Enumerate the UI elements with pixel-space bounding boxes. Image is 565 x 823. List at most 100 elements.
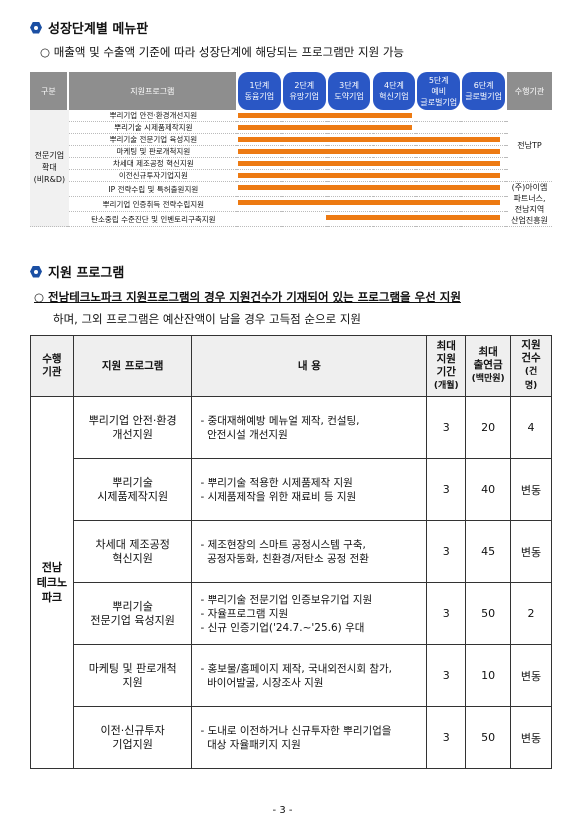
program-row: 뿌리기술 시제품제작지원 - 뿌리기술 적용한 시제품제작 지원 - 시제품제작을 위… (31, 458, 552, 521)
program-period: 3 (426, 644, 467, 707)
program-row: 뿌리기술 전문기업 육성지원 - 뿌리기술 전문기업 인증보유기업 지원 - 자율프로… (31, 582, 552, 645)
stage-row-bars (237, 133, 508, 146)
program-name: 뿌리기술 전문기업 육성지원 (72, 582, 193, 645)
stage-header-6: 6단계 글로벌기업 (462, 72, 505, 110)
stage-header-5: 5단계 예비 글로벌기업 (417, 72, 461, 110)
program-header-org: 수행 기관 (30, 335, 74, 397)
section2-title-text: 지원 프로그램 (48, 266, 125, 281)
program-name: 마케팅 및 판로개척 지원 (72, 644, 193, 707)
stage-header-category: 구분 (30, 72, 67, 110)
stage-row: 마케팅 및 판로개척지원 (30, 145, 552, 158)
program-count: 변동 (510, 520, 552, 583)
program-name: 뿌리기술 시제품제작지원 (72, 458, 193, 521)
program-amount: 20 (465, 396, 512, 459)
stage-row-bars (237, 169, 508, 182)
program-amount: 40 (465, 458, 512, 521)
stage-row-bars (237, 157, 508, 170)
stage-header-2: 2단계 유망기업 (282, 72, 326, 110)
stage-table: 구분 지원프로그램 1단계 동윰기업 2단계 유망기업 3단계 도약기업 4단계 혁신기… (30, 72, 552, 227)
program-amount: 45 (465, 520, 512, 583)
program-header-amount: 최대 출연금 (백만원) (465, 335, 512, 397)
stage-range-bar (237, 125, 412, 130)
stage-range-bar (325, 215, 500, 220)
program-period: 3 (426, 520, 467, 583)
stage-row-program: 차세대 제조공정 혁신지원 (68, 157, 238, 170)
stage-row: 차세대 제조공정 혁신지원 (30, 157, 552, 170)
stage-row: 뿌리기업 인증취득 전략수립지원 (30, 196, 552, 212)
stage-row-program: 탄소중립 수준진단 및 인벤토리구축지원 (68, 211, 238, 227)
program-amount: 50 (465, 706, 512, 769)
stage-row: 뿌리기술 시제품제작지원 (30, 121, 552, 134)
stage-org-1: 전남TP (507, 110, 552, 182)
program-row: 전남 테크노 파크 뿌리기업 안전·환경 개선지원 - 중대재해예방 메뉴얼 제작, 컨설… (30, 396, 552, 769)
stage-row-bars (237, 121, 508, 134)
section2-note1: ○ 전남테크노파크 지원프로그램의 경우 지원건수가 기재되어 있는 프로그램을… (34, 290, 461, 304)
program-header-content: 내 용 (191, 335, 428, 397)
stage-header-1: 1단계 동윰기업 (237, 72, 281, 110)
program-count: 변동 (510, 644, 552, 707)
stage-row-bars (237, 145, 508, 158)
stage-org-2: (주)아이엠 파트너스, 전남지역 산업진흥원 (507, 181, 552, 227)
program-period: 3 (426, 582, 467, 645)
program-content: - 제조현장의 스마트 공정시스템 구축, 공정자동화, 친환경/저탄소 공정 … (191, 520, 428, 583)
stage-row-program: 뿌리기업 인증취득 전략수립지원 (68, 196, 238, 212)
stage-row-program: 마케팅 및 판로개척지원 (68, 145, 238, 158)
stage-category: 전문기업 확대 (비R&D) (30, 110, 69, 227)
section1-note: ○ 매출액 및 수출액 기준에 따라 성장단계에 해당되는 프로그램만 지원 가… (40, 45, 404, 59)
section1-title: 성장단계별 메뉴판 (30, 18, 148, 37)
stage-row-program: IP 전략수립 및 특허출원지원 (68, 181, 238, 197)
page-number: - 3 - (272, 805, 293, 816)
stage-row-program: 이전신규투자기업지원 (68, 169, 238, 182)
program-count: 4 (510, 396, 552, 459)
program-row: 마케팅 및 판로개척 지원 - 홍보물/홈페이지 제작, 국내외전시회 참가, 바이… (31, 644, 552, 707)
program-header-period: 최대 지원 기간 (개월) (426, 335, 467, 397)
section2-note2: 하며, 그외 프로그램은 예산잔액이 남을 경우 고득점 순으로 지원 (53, 312, 361, 326)
stage-row-bars (237, 211, 508, 227)
stage-range-bar (237, 185, 500, 190)
stage-row-bars (237, 110, 508, 122)
stage-range-bar (237, 137, 500, 142)
program-count: 변동 (510, 706, 552, 769)
stage-header-3: 3단계 도약기업 (327, 72, 371, 110)
program-amount: 50 (465, 582, 512, 645)
stage-row-bars (237, 181, 508, 197)
stage-range-bar (237, 149, 500, 154)
stage-row-program: 뿌리기술 전문기업 육성지원 (68, 133, 238, 146)
program-name: 뿌리기업 안전·환경 개선지원 (72, 396, 193, 459)
stage-row-program: 뿌리기술 시제품제작지원 (68, 121, 238, 134)
stage-range-bar (237, 200, 500, 205)
stage-range-bar (237, 113, 412, 118)
program-row: 이전·신규투자 기업지원 - 도내로 이전하거나 신규투자한 뿌리기업을 대상 자율… (31, 706, 552, 769)
program-count: 변동 (510, 458, 552, 521)
program-header-program: 지원 프로그램 (72, 335, 193, 397)
program-period: 3 (426, 458, 467, 521)
hexagon-bullet-icon (30, 22, 42, 34)
program-period: 3 (426, 706, 467, 769)
stage-row: 이전신규투자기업지원 (30, 169, 552, 182)
section2-title: 지원 프로그램 (30, 262, 124, 281)
hexagon-bullet-icon (30, 266, 42, 278)
program-period: 3 (426, 396, 467, 459)
program-content: - 중대재해예방 메뉴얼 제작, 컨설팅, 안전시설 개선지원 (191, 396, 428, 459)
stage-header-org: 수행기관 (507, 72, 552, 110)
program-name: 차세대 제조공정 혁신지원 (72, 520, 193, 583)
stage-range-bar (237, 161, 500, 166)
program-content: - 홍보물/홈페이지 제작, 국내외전시회 참가, 바이어발굴, 시장조사 지원 (191, 644, 428, 707)
section1-title-text: 성장단계별 메뉴판 (48, 22, 149, 37)
stage-row: 뿌리기술 전문기업 육성지원 (30, 133, 552, 146)
stage-row: 탄소중립 수준진단 및 인벤토리구축지원 (30, 211, 552, 227)
program-count: 2 (510, 582, 552, 645)
stage-header-program: 지원프로그램 (68, 72, 236, 110)
program-name: 이전·신규투자 기업지원 (72, 706, 193, 769)
program-content: - 뿌리기술 적용한 시제품제작 지원 - 시제품제작을 위한 재료비 등 지원 (191, 458, 428, 521)
program-content: - 도내로 이전하거나 신규투자한 뿌리기업을 대상 자율패키지 지원 (191, 706, 428, 769)
stage-row-program: 뿌리기업 안전·환경개선지원 (68, 110, 238, 122)
stage-row: IP 전략수립 및 특허출원지원 (주)아이엠 파트너스, 전남지역 산업진흥원 (30, 181, 552, 227)
program-content: - 뿌리기술 전문기업 인증보유기업 지원 - 자율프로그램 지원 - 신규 인증기… (191, 582, 428, 645)
program-row: 차세대 제조공정 혁신지원 - 제조현장의 스마트 공정시스템 구축, 공정자동화,… (31, 520, 552, 583)
program-table: 수행 기관 지원 프로그램 내 용 최대 지원 기간 (개월) 최대 출연금 (백만원) 지… (30, 335, 552, 769)
stage-range-bar (237, 173, 500, 178)
program-amount: 10 (465, 644, 512, 707)
stage-row-bars (237, 196, 508, 212)
program-org: 전남 테크노 파크 (30, 396, 74, 769)
